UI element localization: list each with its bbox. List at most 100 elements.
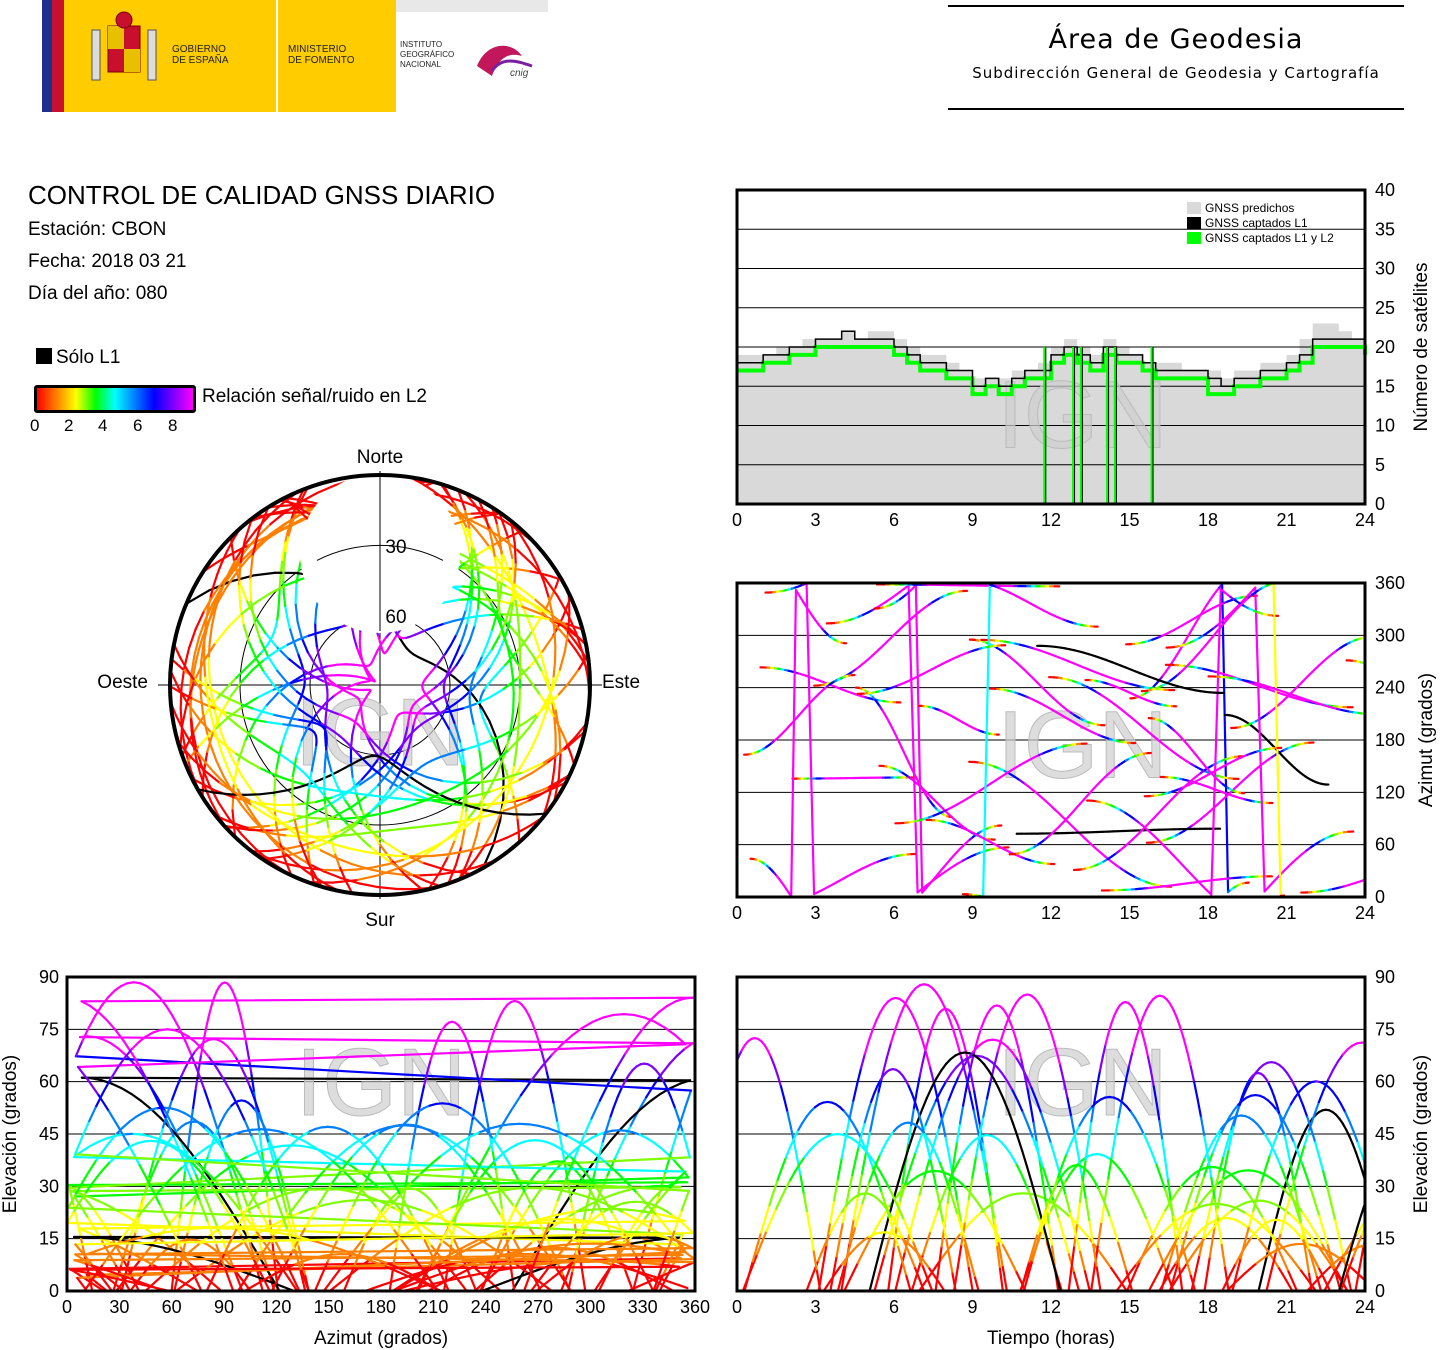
satellite-track [139, 982, 148, 988]
satellite-track [601, 1129, 608, 1145]
satellite-track [1378, 669, 1381, 671]
satellite-track [259, 809, 272, 819]
satellite-track [639, 1099, 652, 1111]
satellite-track [226, 538, 235, 553]
satellite-track [492, 1138, 501, 1150]
satellite-track [198, 1145, 210, 1155]
satellite-track [301, 505, 314, 512]
satellite-track [369, 1179, 381, 1190]
satellite-track [304, 842, 326, 852]
satellite-track [1385, 673, 1388, 675]
satellite-track [275, 643, 289, 653]
satellite-track [209, 799, 219, 816]
satellite-track [286, 638, 300, 646]
satellite-track [474, 512, 503, 519]
satellite-track [389, 807, 404, 813]
satellite-track [526, 616, 533, 628]
satellite-track [458, 806, 465, 825]
satellite-track [89, 1140, 100, 1147]
satellite-track [200, 643, 205, 663]
satellite-track [196, 1120, 206, 1129]
satellite-track [472, 1060, 479, 1075]
satellite-track [178, 1194, 184, 1221]
satellite-track [289, 701, 301, 711]
satellite-track [102, 1038, 113, 1045]
satellite-track [290, 1238, 300, 1254]
satellite-track [444, 868, 473, 876]
satellite-track [484, 812, 498, 818]
satellite-track [402, 1282, 415, 1289]
satellite-track [524, 713, 539, 724]
satellite-track [1428, 859, 1432, 860]
satellite-track [373, 1261, 387, 1268]
satellite-track [257, 506, 270, 533]
satellite-track [223, 824, 251, 832]
satellite-track [304, 869, 317, 879]
satellite-track [189, 1115, 199, 1123]
satellite-track [170, 1265, 176, 1291]
satellite-track [281, 811, 299, 818]
satellite-track [239, 1015, 245, 1030]
satellite-track [631, 1244, 644, 1249]
satellite-track [654, 1275, 664, 1291]
satellite-track [258, 791, 275, 796]
satellite-track [216, 738, 222, 752]
satellite-track [673, 1159, 683, 1170]
satellite-track [250, 1071, 255, 1092]
satellite-track [121, 1120, 131, 1129]
satellite-track [87, 1248, 101, 1255]
satellite-track [488, 652, 500, 669]
satellite-track [378, 866, 402, 877]
satellite-track [79, 1236, 86, 1257]
satellite-track [331, 879, 358, 884]
satellite-track [107, 1110, 121, 1130]
satellite-track [494, 565, 499, 577]
satellite-track [83, 1277, 95, 1291]
satellite-track [149, 1243, 164, 1249]
satellite-track [356, 647, 362, 659]
satellite-track [212, 770, 224, 783]
satellite-track [331, 790, 349, 799]
satellite-track [250, 600, 256, 624]
satellite-track [277, 1130, 289, 1135]
satellite-track [526, 794, 540, 803]
satellite-track [349, 688, 359, 691]
satellite-track [676, 1170, 687, 1182]
satellite-track [345, 1204, 355, 1221]
satellite-track [527, 714, 539, 730]
satellite-track [583, 1137, 593, 1144]
satellite-track [426, 625, 437, 631]
satellite-track [1094, 847, 1102, 854]
satellite-track [434, 659, 442, 669]
satellite-track [353, 748, 361, 757]
satellite-track [197, 1226, 211, 1230]
satellite-track [422, 1275, 435, 1282]
satellite-track [464, 745, 476, 751]
satellite-track [214, 626, 230, 645]
satellite-track [89, 1196, 101, 1203]
satellite-track [523, 747, 533, 762]
satellite-track [507, 724, 513, 743]
satellite-track [419, 873, 441, 877]
satellite-track [515, 759, 526, 774]
satellite-track [169, 1225, 182, 1249]
satellite-track [118, 1278, 131, 1283]
satellite-track [326, 627, 337, 632]
satellite-track [283, 857, 293, 877]
satellite-track [492, 819, 502, 846]
satellite-track [395, 854, 410, 858]
satellite-track [368, 741, 378, 755]
satellite-track [371, 1214, 384, 1229]
satellite-track [256, 719, 269, 724]
satellite-track [216, 692, 231, 701]
satellite-track [660, 1062, 671, 1075]
satellite-track [351, 816, 365, 826]
satellite-track [284, 844, 302, 851]
satellite-track [334, 856, 353, 865]
satellite-track [312, 1145, 324, 1155]
satellite-track [502, 1251, 515, 1257]
satellite-track [555, 1260, 565, 1278]
satellite-track [307, 631, 320, 637]
satellite-track [212, 573, 219, 588]
satellite-track [249, 803, 262, 813]
